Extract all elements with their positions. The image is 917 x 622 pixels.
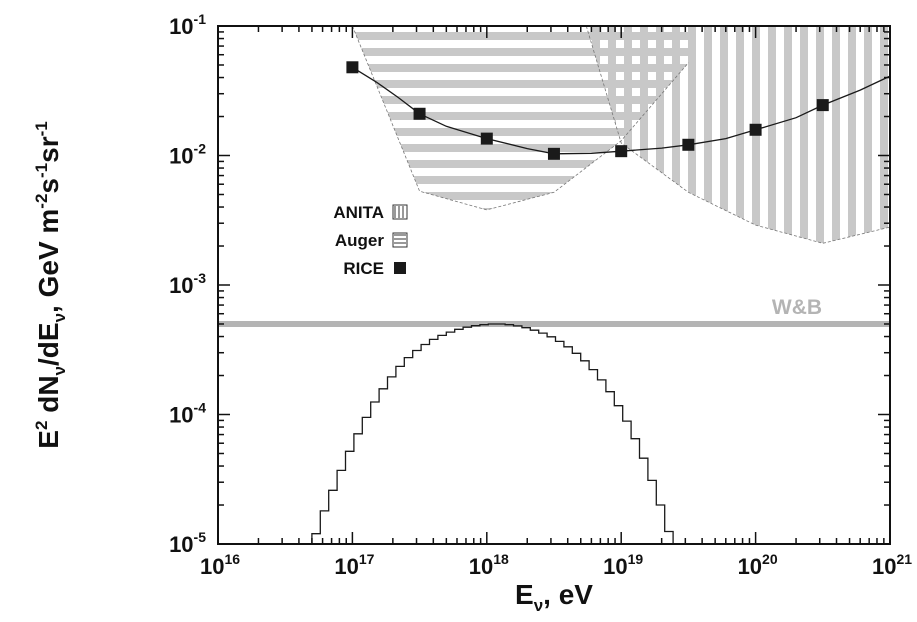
legend-swatch-anita: [392, 204, 408, 220]
legend-label-anita: ANITA: [333, 203, 384, 222]
rice-series: [346, 61, 890, 160]
y-tick-labels: 10-1 10-2 10-3 10-4 10-5: [169, 11, 206, 557]
x-tick-label: 1019: [603, 551, 643, 579]
sensitivity-regions: [352, 26, 890, 244]
wb-bound: W&B: [218, 296, 890, 327]
x-tick-label: 1021: [872, 551, 912, 579]
auger-boundary: [352, 26, 689, 211]
legend-swatch-auger: [392, 232, 408, 248]
x-tick-label: 1017: [334, 551, 374, 579]
rice-marker: [816, 99, 829, 112]
wb-label: W&B: [772, 296, 822, 319]
axis-ticks: [217, 25, 891, 545]
rice-marker: [346, 61, 359, 74]
rice-marker: [413, 107, 426, 120]
y-tick-label: 10-3: [169, 270, 206, 298]
legend-label-auger: Auger: [335, 231, 385, 250]
rice-marker: [682, 138, 695, 151]
step-histogram: [311, 323, 683, 544]
y-tick-label: 10-4: [169, 400, 206, 428]
y-tick-label: 10-1: [169, 11, 206, 39]
rice-marker: [547, 147, 560, 160]
step-histogram-line: [311, 323, 683, 544]
x-tick-label: 1018: [469, 551, 509, 579]
rice-marker: [615, 145, 628, 158]
legend: ANITA Auger RICE: [333, 203, 408, 278]
x-tick-label: 1020: [738, 551, 778, 579]
x-axis-title: Eν, eV: [515, 579, 593, 615]
y-tick-label: 10-5: [169, 529, 206, 557]
rice-marker: [749, 123, 762, 136]
y-tick-label: 10-2: [169, 141, 206, 169]
x-tick-label: 1016: [200, 551, 240, 579]
x-tick-labels: 1016 1017 1018 1019 1020 1021: [200, 551, 912, 579]
legend-swatch-rice: [394, 262, 406, 274]
legend-label-rice: RICE: [343, 259, 384, 278]
anita-boundary: [585, 26, 890, 244]
rice-marker: [480, 132, 493, 145]
y-axis-title: E2 dNν/dEν, GeV m-2s-1sr-1: [32, 121, 69, 448]
